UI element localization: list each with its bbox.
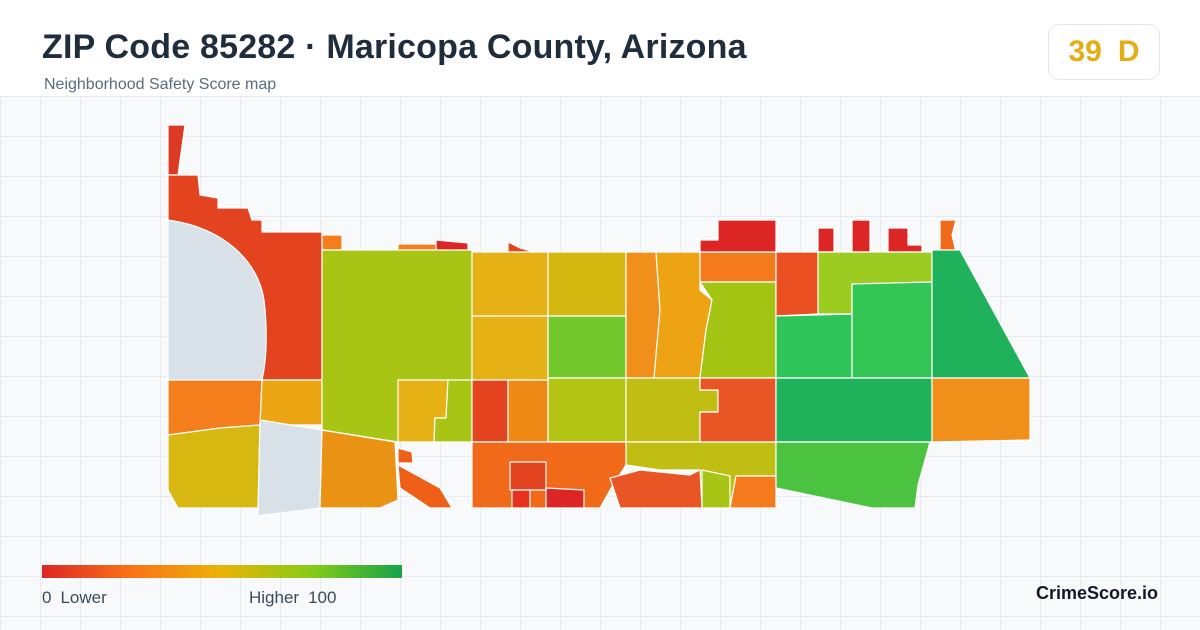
legend-gradient-bar (42, 565, 402, 578)
legend-low-label: Lower (60, 588, 107, 607)
map-region[interactable] (851, 219, 871, 253)
map-region[interactable] (625, 251, 661, 379)
legend-high-value: 100 (308, 588, 337, 607)
legend-high: Higher 100 (249, 588, 345, 608)
header (0, 0, 1200, 96)
map-region[interactable] (321, 234, 343, 251)
map-region[interactable] (775, 251, 819, 317)
map-region[interactable] (547, 251, 627, 317)
map-region[interactable] (545, 487, 585, 509)
map-region[interactable] (931, 377, 1031, 443)
map-region[interactable] (547, 315, 627, 379)
brand-logo-text[interactable]: CrimeScore.io (1035, 583, 1158, 603)
map-region[interactable] (939, 219, 957, 253)
map-region[interactable] (509, 461, 547, 491)
map-region[interactable] (471, 379, 509, 443)
map-region[interactable] (507, 379, 549, 443)
page-subtitle: Neighborhood Safety Score map (44, 76, 277, 93)
map-region[interactable] (471, 315, 549, 381)
map-region[interactable] (471, 251, 549, 317)
page-title: ZIP Code 85282 · Maricopa County, Arizon… (42, 28, 747, 66)
map-region[interactable] (817, 227, 835, 253)
map-region[interactable] (701, 469, 731, 509)
map-region[interactable] (775, 377, 933, 443)
map-region[interactable] (319, 429, 399, 509)
map-region-no-data (167, 219, 267, 381)
map-region[interactable] (397, 447, 414, 464)
score-value: 39 (1068, 35, 1102, 68)
legend-high-label: Higher (249, 588, 300, 607)
map-region[interactable] (547, 377, 627, 443)
map-region[interactable] (699, 219, 777, 253)
legend-low: 0 Lower (42, 588, 116, 608)
map-region[interactable] (259, 379, 323, 426)
map-region[interactable] (729, 475, 777, 509)
map-region-no-data (257, 419, 323, 517)
legend-low-value: 0 (42, 588, 52, 607)
map-region[interactable] (775, 441, 931, 509)
score-grade: D (1117, 35, 1140, 68)
map-region[interactable] (699, 281, 777, 379)
map-region[interactable] (931, 249, 1031, 379)
map-region[interactable] (511, 489, 531, 509)
map-region[interactable] (699, 251, 777, 283)
score-badge: 39 D (1048, 24, 1160, 80)
map-region[interactable] (851, 281, 933, 379)
map-region[interactable] (167, 424, 261, 509)
map-region[interactable] (507, 241, 536, 253)
map-region[interactable] (167, 124, 186, 176)
map-region[interactable] (775, 313, 853, 379)
map-region[interactable] (887, 227, 923, 253)
map-region[interactable] (609, 469, 703, 509)
map-region[interactable] (397, 464, 453, 509)
